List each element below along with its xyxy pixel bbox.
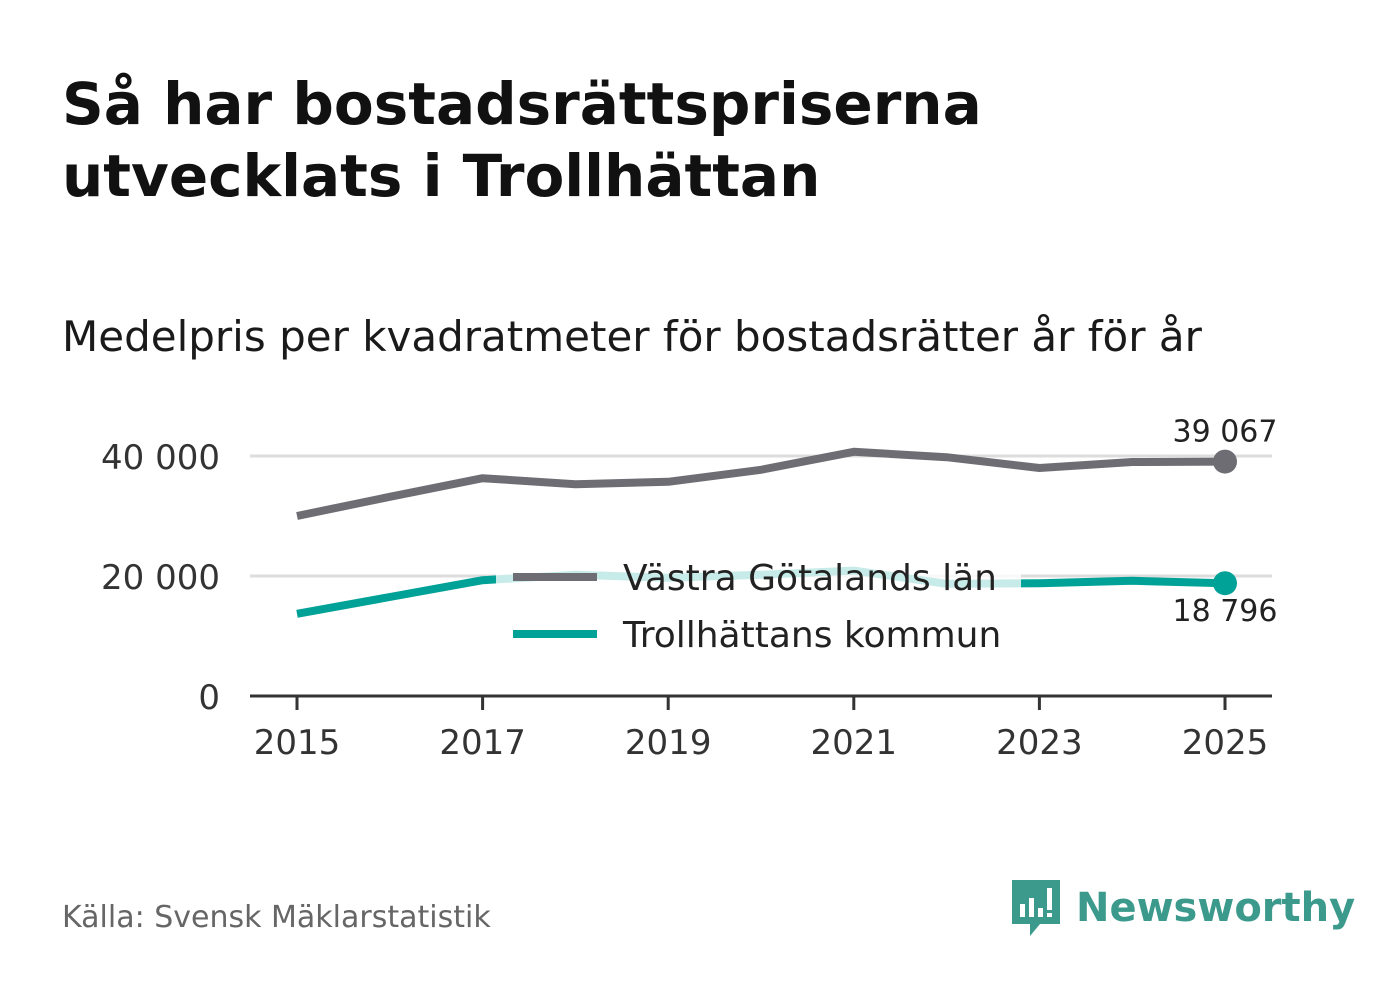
chart-subtitle: Medelpris per kvadratmeter för bostadsrä…: [62, 312, 1202, 361]
x-tick-label: 2019: [625, 723, 712, 763]
brand-name: Newsworthy: [1076, 885, 1356, 931]
newsworthy-logo-icon: [1012, 880, 1060, 936]
y-tick-label: 40 000: [101, 438, 220, 478]
end-value-label: 39 067: [1173, 415, 1278, 450]
x-tick-label: 2025: [1182, 723, 1269, 763]
newsworthy-logo: Newsworthy: [1010, 878, 1355, 938]
chart-title: Så har bostadsrättspriserna utvecklats i…: [62, 70, 982, 210]
x-tick-label: 2015: [254, 723, 341, 763]
x-tick-label: 2023: [996, 723, 1083, 763]
end-value-label: 18 796: [1173, 594, 1278, 629]
legend-label: Västra Götalands län: [623, 558, 997, 599]
data-point: [1213, 571, 1237, 596]
legend-label: Trollhättans kommun: [622, 615, 1001, 656]
x-tick-label: 2021: [811, 723, 898, 763]
source-note: Källa: Svensk Mäklarstatistik: [62, 900, 491, 935]
series-line-vastra-gotaland: [296, 447, 1226, 520]
data-point: [1213, 449, 1237, 474]
line-chart: 0 20 000 40 000 2015 2017 2019 2021 2023 2025 39 …: [101, 415, 1278, 763]
y-tick-label: 20 000: [101, 558, 220, 598]
x-tick-label: 2017: [439, 723, 526, 763]
y-tick-label: 0: [198, 678, 220, 718]
